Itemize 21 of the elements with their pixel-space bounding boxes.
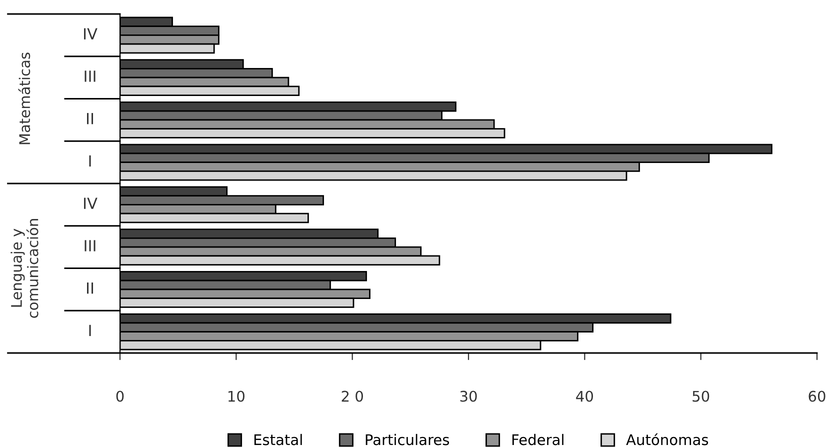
y-tick-label: II bbox=[87, 113, 94, 124]
x-tick-label: 50 bbox=[692, 390, 710, 402]
legend-label: Estatal bbox=[254, 434, 302, 446]
text: Matemáticas bbox=[18, 52, 30, 144]
legend-label: Autónomas bbox=[626, 433, 708, 446]
y-tick-label: IV bbox=[84, 198, 98, 209]
legend-label: Particulares bbox=[366, 434, 450, 446]
x-tick-label: 30 bbox=[460, 390, 477, 402]
y-tick-label: IV bbox=[84, 28, 98, 40]
y-tick-label: III bbox=[84, 70, 96, 82]
y-tick-label: III bbox=[84, 240, 96, 252]
x-tick-label: 0 bbox=[116, 390, 124, 402]
legend-label: Federal bbox=[512, 434, 564, 446]
y-tick-label: I bbox=[89, 155, 91, 167]
x-tick-label: 40 bbox=[576, 390, 593, 402]
x-tick-label: 2 0 bbox=[342, 390, 363, 402]
text: Lenguaje y comunicación bbox=[10, 219, 38, 318]
y-tick-label: II bbox=[87, 282, 94, 294]
x-tick-label: 60 bbox=[808, 390, 826, 402]
x-tick-label: 10 bbox=[228, 390, 244, 402]
y-tick-label: I bbox=[89, 324, 91, 336]
